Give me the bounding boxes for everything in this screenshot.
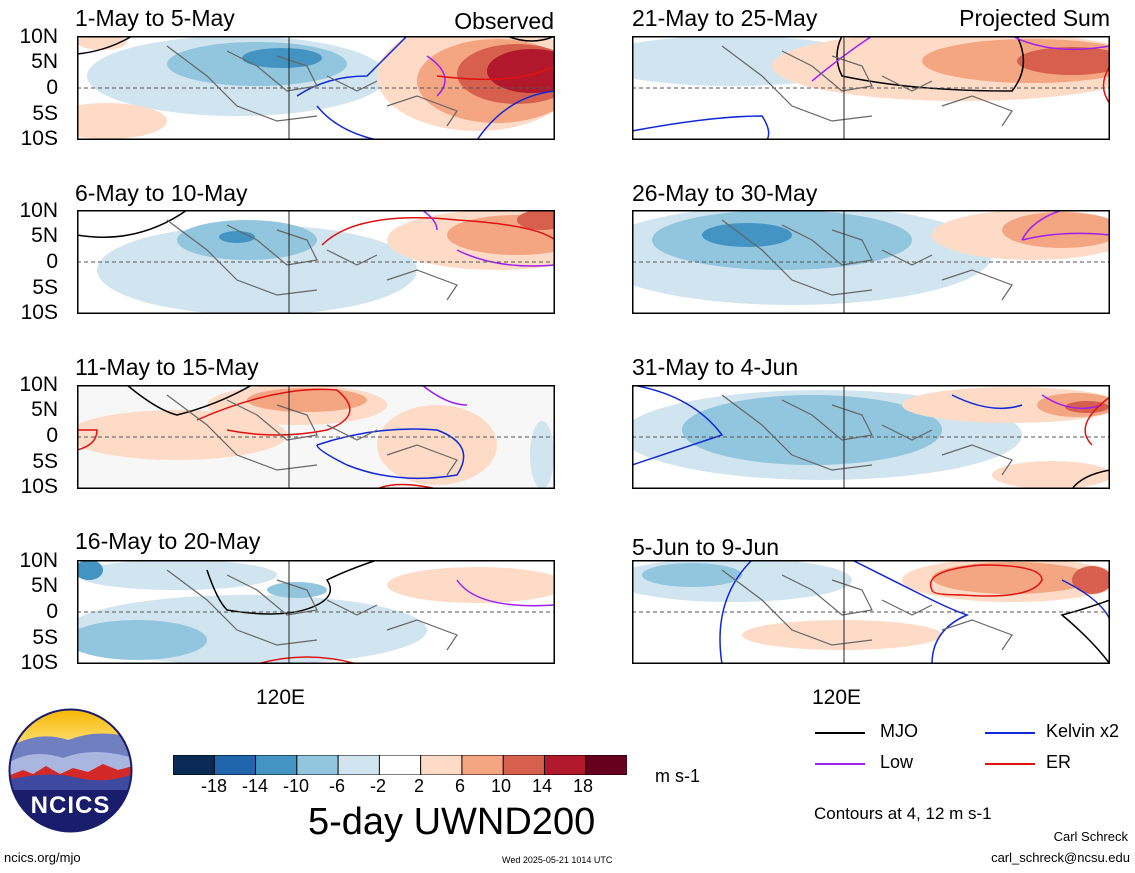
map-panel <box>77 210 555 314</box>
map-panel <box>632 36 1110 140</box>
lat-label-eq: 0 <box>46 600 58 623</box>
author-email[interactable]: carl_schreck@ncsu.edu <box>991 850 1130 865</box>
lat-label-eq: 0 <box>46 424 58 447</box>
lat-label-5n: 5N <box>31 398 58 421</box>
lon-label-left: 120E <box>256 686 306 709</box>
lat-label-10s: 10S <box>20 475 58 498</box>
timestamp: Wed 2025-05-21 1014 UTC <box>502 855 613 865</box>
ncics-logo: NCICS <box>8 708 133 838</box>
panel-title: 1-May to 5-May <box>75 5 235 31</box>
lat-label-5n: 5N <box>31 50 58 73</box>
lat-label-5s: 5S <box>32 276 58 299</box>
colorbar-label: -10 <box>282 776 309 796</box>
map-panel <box>632 210 1110 314</box>
colorbar-label: -2 <box>369 776 386 796</box>
map-panel <box>632 560 1110 664</box>
colorbar-label: -6 <box>328 776 345 796</box>
panel-title: 21-May to 25-May <box>632 5 818 31</box>
colorbar-labels: -18 -14 -10 -6 -2 2 6 10 14 18 <box>173 776 627 798</box>
colorbar-swatch <box>461 754 504 776</box>
colorbar-label: 18 <box>572 776 594 796</box>
legend-swatch-mjo <box>815 732 865 734</box>
colorbar-swatch <box>213 754 257 776</box>
lat-label-10s: 10S <box>20 127 58 150</box>
panel-title: 11-May to 15-May <box>75 354 259 380</box>
lat-label-10n: 10N <box>19 25 58 48</box>
map-panel <box>77 385 555 489</box>
colorbar-swatches <box>172 754 628 776</box>
colorbar-label: -14 <box>241 776 268 796</box>
lat-label-5s: 5S <box>32 102 58 125</box>
lat-label-10n: 10N <box>19 549 58 572</box>
colorbar-units: m s-1 <box>655 766 700 786</box>
lat-label-5s: 5S <box>32 626 58 649</box>
legend-swatch-low <box>815 763 865 765</box>
legend-label-mjo: MJO <box>880 721 918 741</box>
lat-label-10n: 10N <box>19 199 58 222</box>
colorbar-label: 10 <box>490 776 512 796</box>
colorbar-swatch <box>420 754 463 776</box>
colorbar-label: -18 <box>200 776 227 796</box>
legend-label-er: ER <box>1046 752 1072 772</box>
contours-note: Contours at 4, 12 m s-1 <box>814 804 992 823</box>
author-name: Carl Schreck <box>1053 829 1128 844</box>
panel-tag: Projected Sum <box>959 5 1110 31</box>
colorbar-label: 14 <box>531 776 553 796</box>
colorbar-label: 6 <box>454 776 465 796</box>
lat-label-10n: 10N <box>19 373 58 396</box>
colorbar-swatch <box>585 754 628 776</box>
colorbar-swatch <box>172 754 216 776</box>
panel-title: 16-May to 20-May <box>75 528 261 554</box>
lat-label-eq: 0 <box>46 250 58 273</box>
lat-label-5n: 5N <box>31 574 58 597</box>
lat-label-5n: 5N <box>31 224 58 247</box>
legend-label-low: Low <box>880 752 914 772</box>
map-panel <box>632 385 1110 489</box>
map-panel <box>77 36 555 140</box>
lon-label-right: 120E <box>812 686 862 709</box>
colorbar-swatch <box>337 754 381 776</box>
colorbar-swatch <box>543 754 587 776</box>
colorbar-swatch <box>255 754 298 776</box>
colorbar-swatch <box>378 754 422 776</box>
lat-label-10s: 10S <box>20 301 58 324</box>
lat-label-10s: 10S <box>20 651 58 674</box>
colorbar-swatch <box>502 754 546 776</box>
colorbar-label: 2 <box>413 776 424 796</box>
figure-title: 5-day UWND200 <box>308 801 596 843</box>
lat-label-eq: 0 <box>46 76 58 99</box>
map-panel <box>77 560 555 664</box>
lat-label-5s: 5S <box>32 450 58 473</box>
mountain-logo-icon <box>8 708 133 833</box>
site-url[interactable]: ncics.org/mjo <box>4 850 81 865</box>
legend-swatch-kelvin <box>985 732 1035 734</box>
colorbar-swatch <box>296 754 339 776</box>
colorbar <box>172 754 628 780</box>
panel-title: 31-May to 4-Jun <box>632 354 799 380</box>
legend-swatch-er <box>985 763 1035 765</box>
logo-text: NCICS <box>30 792 111 819</box>
panel-title: 6-May to 10-May <box>75 180 248 206</box>
panel-tag: Observed <box>454 8 554 34</box>
legend-label-kelvin: Kelvin x2 <box>1046 721 1120 741</box>
panel-title: 5-Jun to 9-Jun <box>632 534 780 560</box>
panel-title: 26-May to 30-May <box>632 180 818 206</box>
